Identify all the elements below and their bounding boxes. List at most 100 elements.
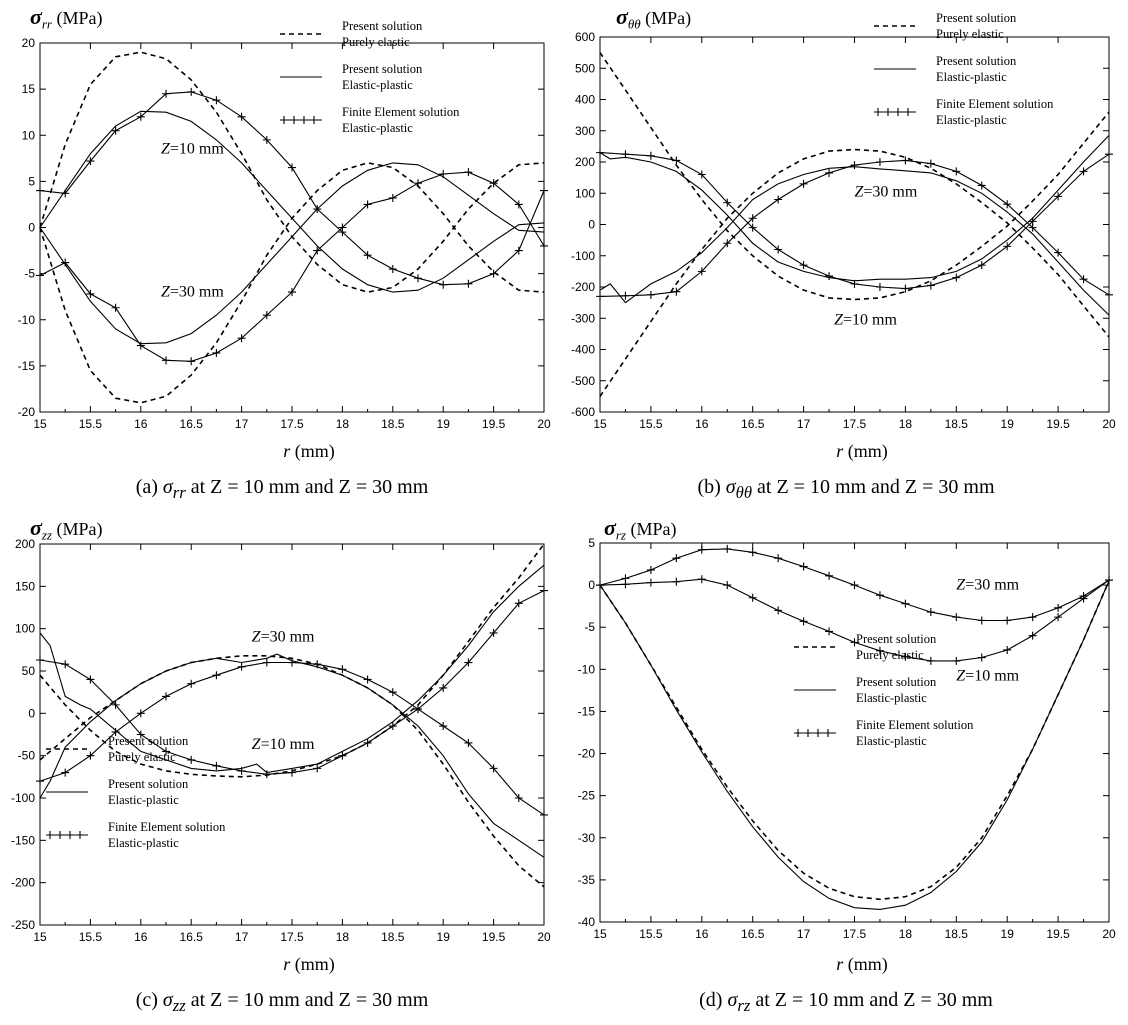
legend-entry-text: Elastic-plastic	[936, 70, 1007, 84]
plot-frame	[599, 542, 1110, 923]
data-point-marker	[514, 246, 523, 255]
y-tick-label: -10	[578, 662, 596, 676]
data-point-marker	[672, 156, 681, 165]
chart-legend: Present solution Purely elastic Present so…	[794, 632, 974, 748]
data-point-marker	[262, 311, 271, 320]
series-line-plastic	[599, 135, 1110, 282]
data-point-marker	[111, 303, 120, 312]
data-point-marker	[875, 283, 884, 291]
data-point-marker	[1079, 594, 1088, 603]
data-point-marker	[926, 608, 935, 617]
data-point-marker	[262, 135, 271, 144]
y-tick-label: -50	[18, 749, 36, 763]
data-point-marker	[1003, 242, 1012, 251]
data-point-marker	[464, 738, 473, 747]
data-point-marker	[489, 269, 498, 278]
y-tick-label: -10	[18, 313, 36, 327]
data-point-marker	[61, 189, 70, 198]
data-point-marker	[926, 159, 935, 168]
y-tick-label: 600	[575, 30, 595, 44]
legend-entry-text: Elastic-plastic	[936, 113, 1007, 127]
x-tick-label: 16.5	[741, 927, 765, 941]
data-point-marker	[136, 341, 145, 350]
data-point-marker	[799, 617, 808, 626]
data-point-marker	[621, 150, 630, 159]
legend-entry-text: Present solution	[342, 19, 423, 33]
y-axis-label: σrr (MPa)	[30, 4, 103, 32]
data-point-marker	[901, 284, 910, 293]
data-point-marker	[901, 156, 910, 165]
x-axis-label: r (mm)	[836, 954, 888, 974]
legend-entry-text: Present solution	[342, 62, 423, 76]
data-series	[599, 166, 1110, 316]
series-annotation: Z=10 mm	[161, 141, 224, 158]
y-tick-label: 50	[22, 664, 36, 678]
data-point-marker	[977, 181, 986, 190]
legend-entry-text: Purely elastic	[856, 648, 924, 662]
data-point-marker	[162, 89, 170, 98]
y-tick-label: -500	[571, 374, 595, 388]
data-series	[36, 586, 548, 779]
data-point-marker	[748, 548, 757, 557]
data-point-marker	[111, 126, 120, 135]
data-point-marker	[288, 658, 296, 667]
data-point-marker	[363, 251, 372, 260]
data-point-marker	[1054, 603, 1063, 612]
legend-marker	[795, 729, 801, 737]
chart-plot: 15 15.5 16 16.5 17 17.5 18 18.5 19 19.5 20 -250 -200…	[11, 537, 551, 944]
legend-marker	[885, 108, 891, 116]
data-point-marker	[540, 586, 548, 595]
data-series	[596, 156, 1113, 301]
data-point-marker	[237, 334, 246, 343]
data-point-marker	[313, 764, 322, 773]
x-tick-label: 20	[537, 930, 551, 944]
legend-entry-text: Present solution	[936, 11, 1017, 25]
figure-caption: (a) σrr at Z = 10 mm and Z = 30 mm	[135, 476, 429, 502]
x-tick-label: 19.5	[482, 930, 506, 944]
legend-entry-text: Finite Element solution	[936, 97, 1054, 111]
data-point-marker	[464, 658, 473, 667]
data-point-marker	[952, 167, 961, 176]
data-series	[599, 580, 1110, 901]
data-point-marker	[540, 810, 548, 819]
data-point-marker	[596, 148, 604, 157]
x-tick-label: 16	[134, 930, 148, 944]
data-point-marker	[1003, 200, 1012, 209]
data-point-marker	[723, 239, 732, 248]
data-point-marker	[514, 794, 523, 802]
data-point-marker	[61, 258, 70, 267]
data-point-marker	[799, 562, 808, 571]
data-point-marker	[86, 675, 95, 684]
data-point-marker	[774, 606, 783, 615]
y-tick-label: 100	[575, 186, 595, 200]
y-tick-label: -5	[584, 620, 595, 634]
x-tick-label: 17	[797, 417, 811, 431]
y-tick-label: 200	[15, 537, 35, 551]
data-point-marker	[212, 96, 221, 105]
data-point-marker	[237, 112, 246, 121]
data-point-marker	[1054, 613, 1063, 622]
data-point-marker	[338, 223, 347, 232]
y-tick-label: 200	[575, 155, 595, 169]
data-point-marker	[850, 581, 859, 590]
x-tick-label: 16	[134, 417, 148, 431]
series-line-elastic	[599, 580, 1110, 901]
data-point-marker	[61, 660, 70, 669]
data-point-marker	[672, 554, 681, 563]
data-point-marker	[262, 658, 271, 667]
x-tick-label: 19	[437, 930, 451, 944]
data-point-marker	[388, 265, 397, 274]
x-tick-label: 15	[33, 417, 47, 431]
data-point-marker	[825, 627, 834, 636]
data-point-marker	[774, 554, 783, 563]
data-point-marker	[288, 768, 296, 777]
data-point-marker	[723, 581, 732, 590]
data-point-marker	[489, 179, 498, 188]
legend-marker	[311, 116, 317, 124]
data-point-marker	[1105, 576, 1113, 585]
y-axis-label: σθθ (MPa)	[616, 4, 692, 32]
data-point-marker	[162, 692, 170, 701]
data-point-marker	[313, 660, 322, 669]
legend-marker	[77, 831, 83, 839]
data-point-marker	[363, 200, 372, 209]
